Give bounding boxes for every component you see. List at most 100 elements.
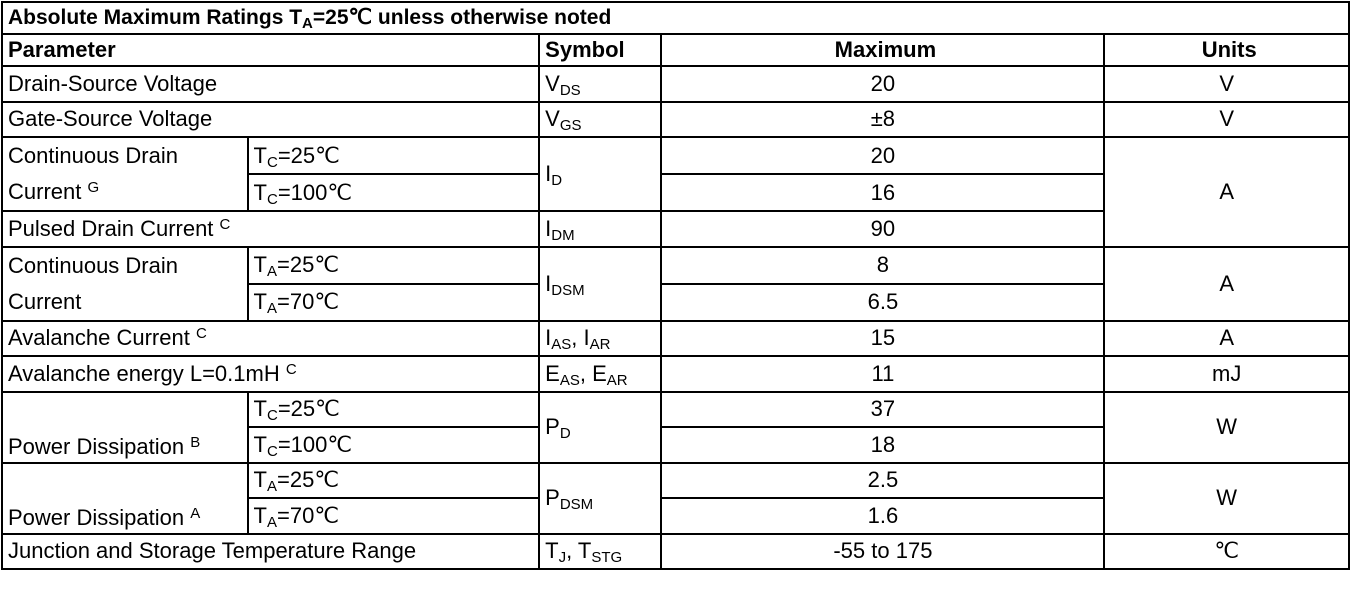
maximum: 16 (660, 173, 1106, 212)
text: Pulsed Drain Current (8, 215, 220, 241)
text: , E (579, 360, 607, 386)
condition: TC=100℃ (246, 173, 541, 212)
subscript: J (558, 549, 567, 567)
symbol: PD (538, 390, 663, 464)
maximum: 37 (660, 390, 1106, 428)
text: T (253, 179, 267, 205)
data-row: TA=70℃ 6.5 (2, 282, 1349, 322)
text: =70℃ (277, 502, 340, 528)
header-cell: Symbol (538, 33, 663, 67)
subscript: C (266, 153, 278, 171)
maximum: 20 (660, 136, 1106, 175)
maximum: 20 (660, 65, 1106, 103)
units: A (1103, 245, 1350, 322)
data-row: Drain-Source Voltage VDS 20 V (0, 65, 1350, 103)
data-row: Pulsed Drain Current C IDM 90 (0, 210, 1349, 248)
units: V (1103, 65, 1350, 103)
text: =25℃ (277, 467, 340, 493)
text: I (545, 325, 552, 351)
text: =25℃ (277, 396, 340, 422)
text: T (253, 289, 267, 314)
text: Junction and Storage Temperature Range (8, 538, 417, 564)
parameter: Power Dissipation B (1, 390, 249, 464)
text: E (545, 360, 560, 386)
text: =25℃ unless otherwise noted (312, 6, 612, 29)
symbol: VDS (538, 65, 663, 103)
condition: TA=25℃ (246, 245, 541, 285)
subscript: AS (559, 371, 580, 389)
units: W (1103, 461, 1350, 535)
condition: TC=25℃ (246, 390, 541, 428)
subscript: STG (591, 549, 623, 567)
subscript: A (266, 513, 277, 531)
subscript: A (266, 478, 277, 496)
symbol: VGS (538, 100, 663, 138)
condition: TA=70℃ (246, 282, 541, 322)
units: W (1103, 390, 1350, 464)
data-row: Continuous Drain Current G TC=25℃ ID 20 A (1, 136, 1350, 248)
condition: TA=70℃ (246, 497, 541, 535)
header-row: Parameter Symbol Maximum Units (0, 33, 1350, 67)
parameter: Power Dissipation A (1, 461, 249, 535)
text: , T (566, 538, 592, 564)
maximum: 6.5 (660, 282, 1106, 322)
subscript: AS (551, 336, 572, 354)
text: T (253, 431, 267, 457)
data-row: Power Dissipation A TA=25℃ PDSM 2.5 W (1, 461, 1350, 535)
parameter: Drain-Source Voltage (0, 65, 541, 103)
subscript: AR (606, 371, 628, 389)
data-row: TC=100℃ 18 (2, 426, 1349, 464)
text: Continuous Drain Current (8, 252, 178, 314)
text: =25℃ (277, 142, 340, 168)
data-row: TA=70℃ 1.6 (2, 497, 1349, 535)
maximum: 18 (660, 426, 1106, 464)
superscript: A (190, 504, 201, 522)
text: =25℃ (277, 252, 340, 277)
parameter: Junction and Storage Temperature Range (0, 532, 541, 570)
maximum: -55 to 175 (660, 532, 1106, 570)
parameter: Gate-Source Voltage (0, 100, 541, 138)
maximum: 8 (660, 245, 1106, 285)
header-cell: Parameter (0, 33, 541, 67)
condition: TA=25℃ (246, 461, 541, 499)
text: Power Dissipation (8, 504, 191, 530)
text: Continuous Drain Current (8, 143, 178, 204)
symbol: TJ, TSTG (538, 532, 663, 570)
subscript: C (266, 190, 278, 208)
parameter: Continuous Drain Current (1, 245, 249, 322)
header-cell: Units (1103, 33, 1350, 67)
text: Gate-Source Voltage (8, 106, 213, 132)
subscript: GS (559, 117, 582, 135)
superscript: C (285, 360, 297, 378)
units: mJ (1103, 355, 1350, 393)
text: T (253, 502, 267, 528)
units: A (1103, 319, 1350, 357)
data-row: TC=100℃ 16 (2, 173, 1349, 212)
subscript: A (302, 15, 313, 32)
symbol: ID (538, 136, 663, 212)
maximum: 90 (660, 210, 1106, 248)
parameter: Continuous Drain Current G (1, 136, 249, 212)
data-row: Avalanche Current C IAS, IAR 15 A (0, 319, 1350, 357)
subscript: DSM (551, 281, 585, 299)
data-row: Power Dissipation B TC=25℃ PD 37 W (1, 390, 1350, 464)
data-row: Gate-Source Voltage VGS ±8 V (0, 100, 1350, 138)
text: I (545, 215, 552, 241)
data-row: Avalanche energy L=0.1mH C EAS, EAR 11 mJ (0, 355, 1350, 393)
symbol: IDSM (538, 245, 663, 322)
superscript: C (195, 325, 207, 343)
subscript: DS (559, 81, 581, 99)
text: Power Dissipation (8, 433, 191, 459)
superscript: C (219, 215, 231, 233)
parameter: Pulsed Drain Current C (0, 210, 541, 248)
text: T (253, 142, 267, 168)
data-row: Continuous Drain Current TA=25℃ IDSM 8 A (1, 245, 1350, 322)
subscript: A (266, 263, 277, 280)
text: =100℃ (277, 431, 353, 457)
condition: TC=25℃ (246, 136, 541, 175)
units: V (1103, 100, 1350, 138)
parameter: Avalanche Current C (0, 319, 541, 357)
superscript: G (87, 179, 100, 196)
subscript: DM (551, 226, 575, 244)
parameter: Avalanche energy L=0.1mH C (0, 355, 541, 393)
